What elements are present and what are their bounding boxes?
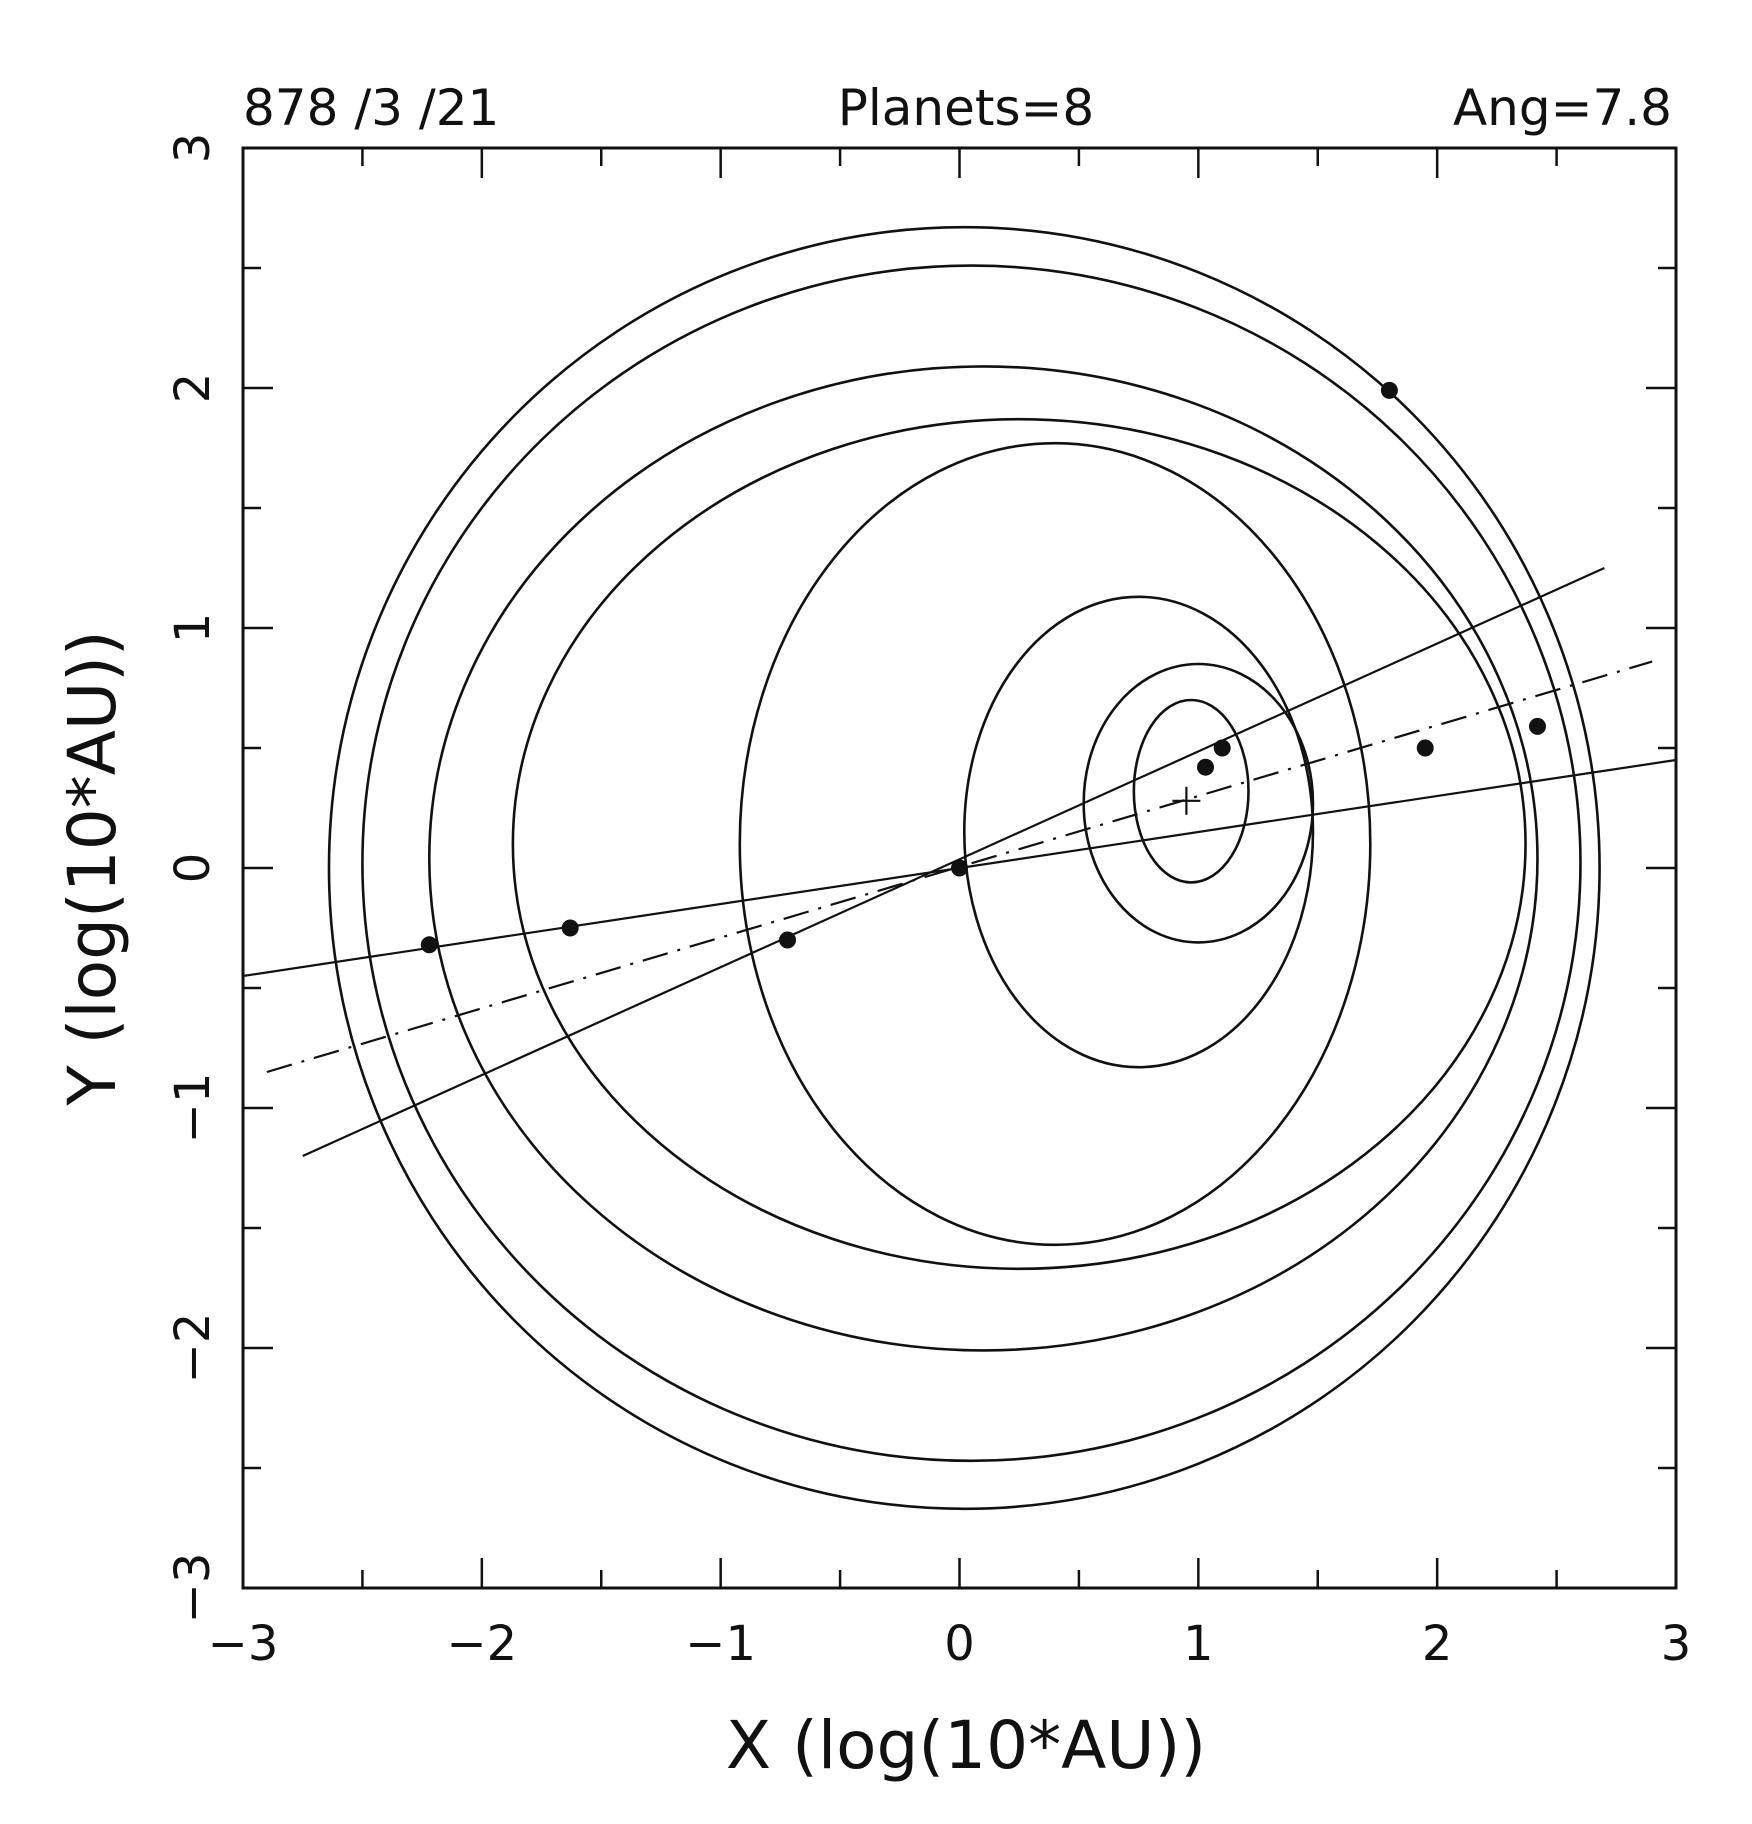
- center-marker: [1172, 786, 1201, 815]
- x-axis-title: X (log(10*AU)): [726, 1707, 1206, 1784]
- orbit-curve: [511, 417, 1527, 1271]
- x-tick-labels: −3 −2 −1 0 1 2 3: [208, 1616, 1692, 1672]
- planet-dot: [951, 859, 968, 877]
- y-tick-label: 3: [165, 133, 221, 164]
- x-tick-label: 3: [1661, 1616, 1692, 1672]
- y-tick-label: 1: [165, 613, 221, 644]
- planet-dot: [1196, 758, 1214, 776]
- planet-dot: [420, 936, 438, 954]
- planet-dot: [1380, 381, 1398, 399]
- y-axis-title: Y (log(10*AU)): [54, 630, 131, 1106]
- planet-dot: [1528, 717, 1546, 735]
- x-tick-label: 1: [1183, 1616, 1214, 1672]
- orbit-curve: [1132, 698, 1250, 884]
- y-tick-label: −2: [165, 1313, 221, 1384]
- x-tick-label: 2: [1422, 1616, 1453, 1672]
- tick-marks: [241, 146, 1678, 1590]
- planet-dot: [1416, 739, 1434, 757]
- orbit-curve: [738, 441, 1372, 1247]
- x-tick-label: −2: [446, 1616, 517, 1672]
- orbits: [327, 225, 1601, 1511]
- orbit-curve: [427, 365, 1539, 1352]
- planet-dot: [779, 931, 797, 949]
- planet-dot: [561, 919, 579, 937]
- y-tick-label: −1: [165, 1073, 221, 1144]
- header-date: 878 /3 /21: [243, 79, 499, 137]
- header-planets: Planets=8: [838, 79, 1095, 137]
- orbit-curve: [361, 264, 1582, 1463]
- x-tick-label: 0: [944, 1616, 975, 1672]
- y-tick-label: 2: [165, 373, 221, 404]
- orbit-curve: [327, 225, 1601, 1511]
- x-tick-label: −1: [685, 1616, 756, 1672]
- planet-dot: [1213, 739, 1231, 757]
- header-angle: Ang=7.8: [1453, 79, 1672, 137]
- orbit-curve: [962, 595, 1315, 1069]
- y-tick-label: −3: [165, 1553, 221, 1624]
- x-tick-label: −3: [208, 1616, 279, 1672]
- y-tick-label: 0: [165, 853, 221, 884]
- planet-markers: [420, 381, 1546, 954]
- y-tick-labels: −3 −2 −1 0 1 2 3: [165, 133, 221, 1624]
- orbit-curve: [1082, 662, 1315, 944]
